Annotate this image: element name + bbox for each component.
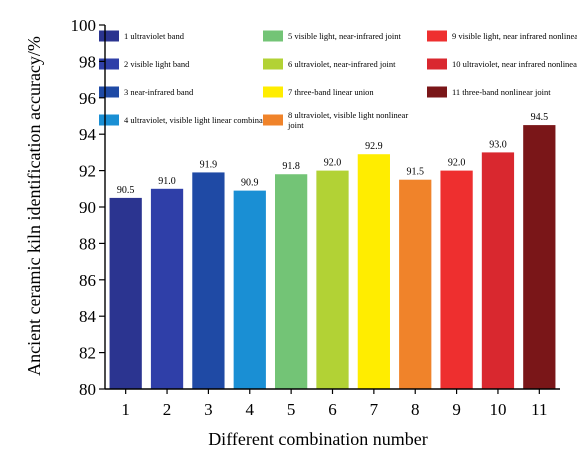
y-tick-label-84: 84 xyxy=(79,307,97,326)
y-tick-label-100: 100 xyxy=(71,16,97,35)
x-tick-label-5: 5 xyxy=(287,400,296,419)
value-label-8: 91.5 xyxy=(406,167,424,178)
legend-label-3: 3 near-infrared band xyxy=(124,87,194,97)
legend-label-7: 7 three-band linear union xyxy=(288,87,374,97)
legend-swatch-8 xyxy=(263,114,283,126)
x-tick-label-6: 6 xyxy=(328,400,337,419)
legend-item-2: 2 visible light band xyxy=(99,58,190,70)
bar-6 xyxy=(316,170,349,389)
bar-1 xyxy=(109,197,142,389)
legend-swatch-5 xyxy=(263,30,283,42)
legend-label-1: 1 ultraviolet band xyxy=(124,31,185,41)
x-tick-label-10: 10 xyxy=(489,400,506,419)
value-label-2: 91.0 xyxy=(158,176,176,187)
legend-item-10: 10 ultraviolet, near infrared nonlinear … xyxy=(427,58,577,70)
legend-item-5: 5 visible light, near-infrared joint xyxy=(263,30,402,42)
bar-8 xyxy=(399,179,432,389)
value-label-1: 90.5 xyxy=(117,185,135,196)
bar-10 xyxy=(481,152,515,389)
value-label-6: 92.0 xyxy=(324,158,342,169)
legend-swatch-4 xyxy=(99,114,119,126)
y-tick-label-86: 86 xyxy=(79,271,96,290)
legend-swatch-7 xyxy=(263,86,283,98)
x-tick-label-1: 1 xyxy=(121,400,130,419)
x-tick-label-7: 7 xyxy=(370,400,379,419)
x-axis-title: Different combination number xyxy=(208,429,428,449)
y-tick-label-92: 92 xyxy=(79,162,96,181)
y-tick-label-98: 98 xyxy=(79,52,96,71)
value-label-4: 90.9 xyxy=(241,178,259,189)
y-tick-label-80: 80 xyxy=(79,380,96,399)
bar-7 xyxy=(357,154,390,389)
legend-label-5: 5 visible light, near-infrared joint xyxy=(288,31,402,41)
legend: 1 ultraviolet band 2 visible light band 3 … xyxy=(99,30,577,130)
x-tick-label-4: 4 xyxy=(246,400,255,419)
y-axis-title: Ancient ceramic kiln identification accu… xyxy=(24,36,44,376)
y-tick-label-88: 88 xyxy=(79,234,96,253)
legend-label-10: 10 ultraviolet, near infrared nonlinear … xyxy=(452,59,577,69)
legend-item-6: 6 ultraviolet, near-infrared joint xyxy=(263,58,396,70)
legend-swatch-2 xyxy=(99,58,119,70)
bar-11 xyxy=(523,125,556,389)
value-label-7: 92.9 xyxy=(365,141,383,152)
legend-item-1: 1 ultraviolet band xyxy=(99,30,185,42)
bar-5 xyxy=(275,174,308,389)
legend-swatch-11 xyxy=(427,86,447,98)
bars-group xyxy=(109,125,556,389)
y-tick-label-96: 96 xyxy=(79,89,96,108)
x-tick-label-8: 8 xyxy=(411,400,420,419)
bar-4 xyxy=(233,190,266,389)
legend-item-11: 11 three-band nonlinear joint xyxy=(427,86,551,98)
y-tick-label-90: 90 xyxy=(79,198,96,217)
legend-item-8: 8 ultraviolet, visible light nonlinear jo… xyxy=(263,110,408,130)
value-label-5: 91.8 xyxy=(282,161,300,172)
axes-group: 1 2 3 4 5 6 7 8 9 10 11 80 82 84 86 88 90 92 94 96 98 100 xyxy=(71,16,560,419)
legend-label-8: 8 ultraviolet, visible light nonlinear jo… xyxy=(287,110,408,130)
bar-9 xyxy=(440,170,473,389)
legend-item-3: 3 near-infrared band xyxy=(99,86,194,98)
value-label-9: 92.0 xyxy=(448,158,466,169)
legend-swatch-6 xyxy=(263,58,283,70)
y-tick-label-82: 82 xyxy=(79,344,96,363)
value-labels-group: 90.5 91.0 91.9 90.9 91.8 92.0 92.9 91.5 92.0 93.0… xyxy=(117,112,548,196)
x-tick-label-9: 9 xyxy=(452,400,461,419)
legend-label-9: 9 visible light, near infrared nonlinear… xyxy=(452,31,577,41)
value-label-3: 91.9 xyxy=(200,159,218,170)
legend-item-9: 9 visible light, near infrared nonlinear… xyxy=(427,30,577,42)
legend-label-6: 6 ultraviolet, near-infrared joint xyxy=(288,59,396,69)
value-label-11: 94.5 xyxy=(531,112,549,123)
legend-label-2: 2 visible light band xyxy=(124,59,190,69)
x-tick-label-2: 2 xyxy=(163,400,172,419)
legend-item-4: 4 ultraviolet, visible light linear comb… xyxy=(99,114,277,126)
legend-swatch-3 xyxy=(99,86,119,98)
x-tick-label-11: 11 xyxy=(531,400,547,419)
legend-label-4: 4 ultraviolet, visible light linear comb… xyxy=(124,115,277,125)
legend-swatch-9 xyxy=(427,30,447,42)
legend-label-11: 11 three-band nonlinear joint xyxy=(452,87,551,97)
legend-swatch-1 xyxy=(99,30,119,42)
legend-item-7: 7 three-band linear union xyxy=(263,86,374,98)
legend-swatch-10 xyxy=(427,58,447,70)
bar-3 xyxy=(192,172,225,389)
bar-2 xyxy=(150,188,184,389)
x-tick-label-3: 3 xyxy=(204,400,213,419)
y-tick-label-94: 94 xyxy=(79,125,97,144)
value-label-10: 93.0 xyxy=(489,139,507,150)
